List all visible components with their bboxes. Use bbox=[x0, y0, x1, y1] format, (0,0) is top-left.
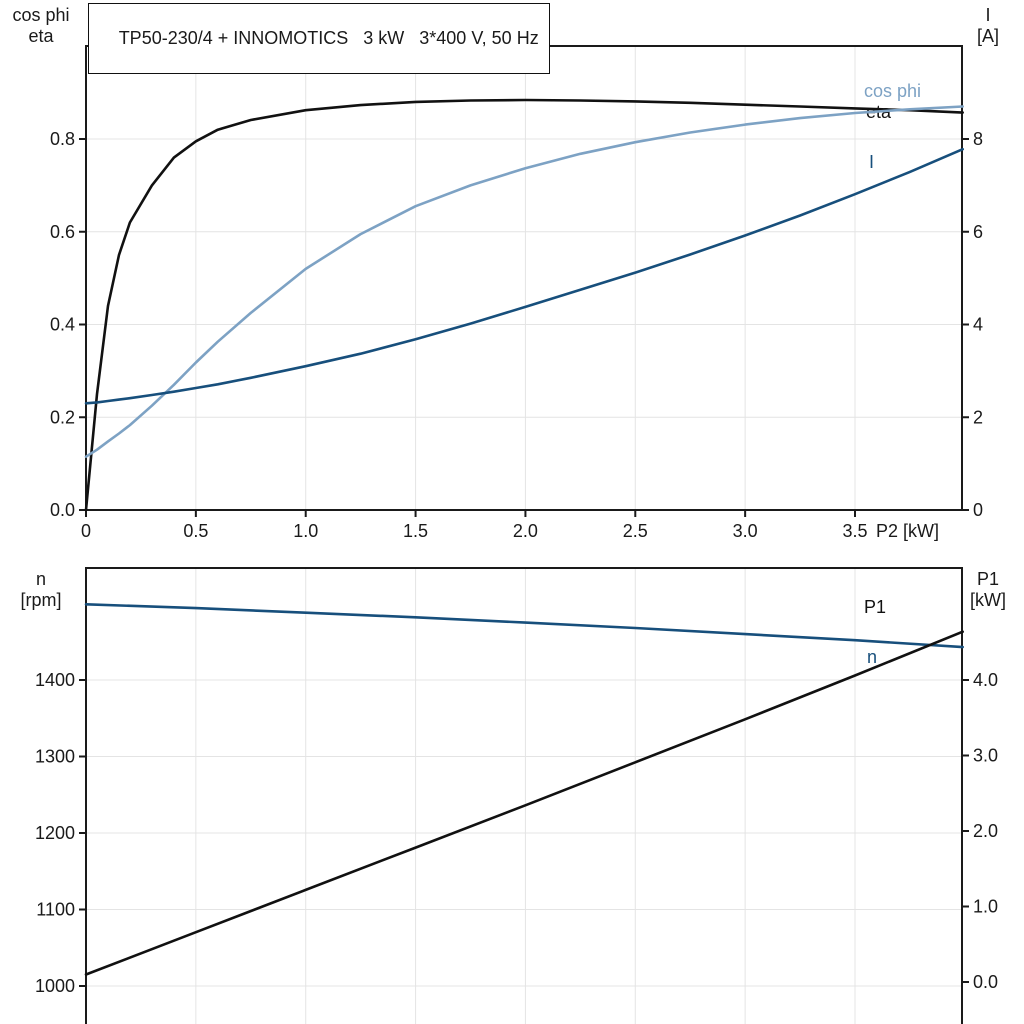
tick-label-left: 1300 bbox=[35, 747, 75, 767]
top-x-axis-title: P2 [kW] bbox=[876, 521, 940, 541]
series-line-cos-phi bbox=[84, 105, 965, 459]
tick-label-left: 0.8 bbox=[50, 129, 75, 149]
tick-label-x: 2.5 bbox=[623, 521, 648, 541]
tick-label-left: 0.0 bbox=[50, 500, 75, 520]
tick-label-right: 0.0 bbox=[973, 972, 998, 992]
tick-label-right: 6 bbox=[973, 222, 983, 242]
tick-label-x: 2.0 bbox=[513, 521, 538, 541]
tick-label-right: 8 bbox=[973, 129, 983, 149]
series-label-n: n bbox=[867, 647, 877, 667]
plot-frame bbox=[85, 567, 963, 1024]
tick-label-x: 1.5 bbox=[403, 521, 428, 541]
tick-label-right: 3.0 bbox=[973, 746, 998, 766]
tick-label-left: 0.6 bbox=[50, 222, 75, 242]
series-line-eta bbox=[84, 98, 965, 512]
tick-label-x: 3.5 bbox=[842, 521, 867, 541]
tick-label-left: 1200 bbox=[35, 823, 75, 843]
top-right-axis-title-line1: I bbox=[985, 5, 991, 25]
tick-label-x: 0 bbox=[81, 521, 91, 541]
tick-label-right: 4.0 bbox=[973, 670, 998, 690]
tick-label-right: 0 bbox=[973, 500, 983, 520]
tick-label-x: 0.5 bbox=[183, 521, 208, 541]
series-line-p1 bbox=[84, 630, 965, 976]
tick-label-right: 2 bbox=[973, 407, 983, 427]
tick-label-x: 1.0 bbox=[293, 521, 318, 541]
tick-label-left: 1000 bbox=[35, 976, 75, 996]
bottom-left-axis-title-line2: [rpm] bbox=[20, 590, 62, 610]
top-left-axis-title-line2: eta bbox=[28, 26, 54, 46]
chart-title-box: TP50-230/4 + INNOMOTICS 3 kW 3*400 V, 50… bbox=[88, 3, 550, 74]
tick-label-left: 0.2 bbox=[50, 407, 75, 427]
series-label-p1: P1 bbox=[864, 597, 886, 617]
series-line-n bbox=[84, 602, 965, 649]
top-left-axis-title-line1: cos phi bbox=[12, 5, 70, 25]
bottom-right-axis-title-line1: P1 bbox=[976, 569, 1000, 589]
tick-label-left: 1400 bbox=[35, 670, 75, 690]
tick-label-right: 2.0 bbox=[973, 821, 998, 841]
series-label-i: I bbox=[869, 152, 874, 172]
tick-label-right: 1.0 bbox=[973, 897, 998, 917]
top-right-axis-title-line2: [A] bbox=[976, 26, 999, 46]
series-label-cos-phi: cos phi bbox=[864, 81, 921, 101]
chart-title: TP50-230/4 + INNOMOTICS 3 kW 3*400 V, 50… bbox=[118, 28, 539, 48]
bottom-left-axis-title-line1: n bbox=[35, 569, 46, 589]
tick-label-left: 0.4 bbox=[50, 315, 75, 335]
series-line-i bbox=[84, 147, 965, 405]
bottom-right-axis-title-line2: [kW] bbox=[970, 590, 1006, 610]
tick-label-right: 4 bbox=[973, 315, 983, 335]
tick-label-x: 3.0 bbox=[733, 521, 758, 541]
tick-label-left: 1100 bbox=[36, 900, 75, 920]
